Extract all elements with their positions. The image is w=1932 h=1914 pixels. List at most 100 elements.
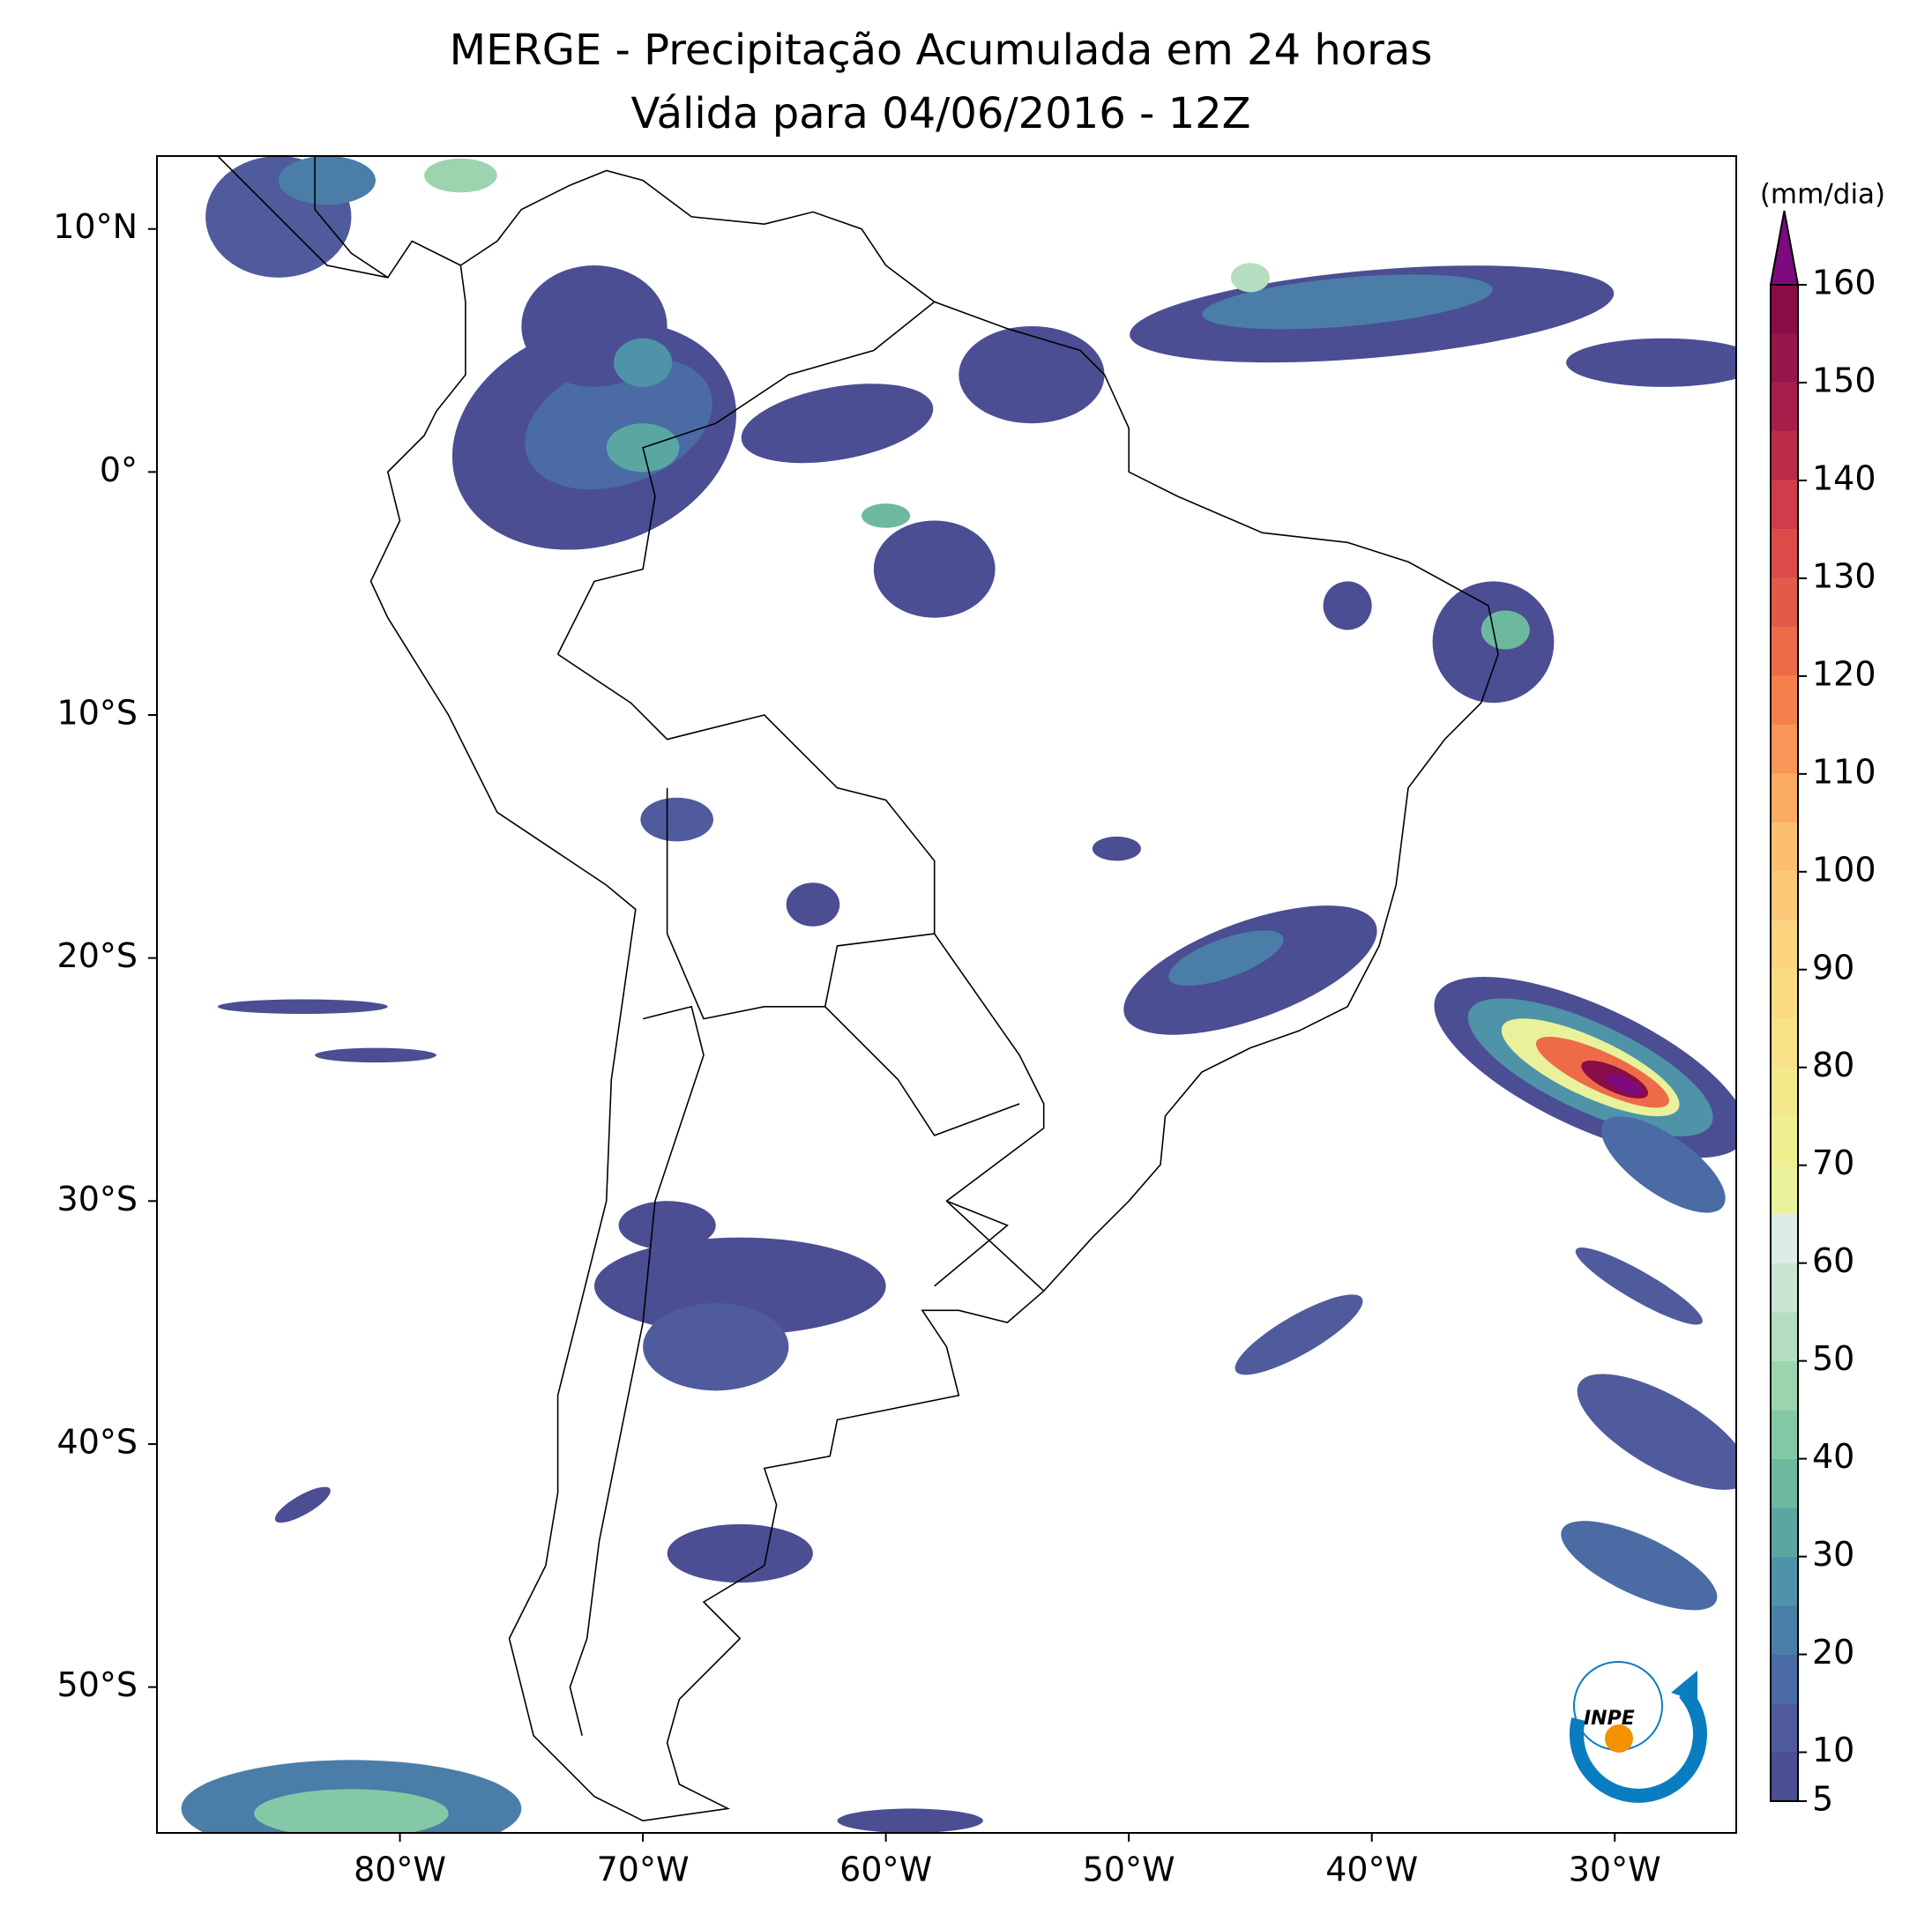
- colorbar-band: [1771, 1410, 1798, 1459]
- colorbar-band: [1771, 725, 1798, 774]
- lon-tick-label: 50°W: [1083, 1851, 1175, 1889]
- colorbar-tick-label: 150: [1812, 361, 1876, 399]
- colorbar-band: [1771, 823, 1798, 872]
- colorbar-band: [1771, 529, 1798, 578]
- lon-tick-label: 70°W: [597, 1851, 690, 1889]
- colorbar-band: [1771, 382, 1798, 432]
- colorbar-frame: [1770, 284, 1799, 1802]
- logo-arrow: [1671, 1671, 1697, 1702]
- precip-area: [1202, 274, 1493, 330]
- colorbar-band: [1771, 431, 1798, 480]
- colorbar-band: [1771, 285, 1798, 334]
- map-title: MERGE - Precipitação Acumulada em 24 hor…: [450, 26, 1433, 75]
- logo-text: INPE: [1584, 1708, 1635, 1730]
- precip-area: [1566, 338, 1736, 387]
- map-subtitle: Válida para 04/06/2016 - 12Z: [630, 89, 1250, 138]
- coastline: [824, 1006, 1020, 1136]
- precip-area: [254, 1789, 449, 1833]
- coastline: [556, 301, 936, 655]
- lat-tick-label: 50°S: [57, 1665, 138, 1704]
- precip-area: [315, 1047, 436, 1063]
- coastline: [314, 156, 461, 279]
- colorbar-band: [1771, 333, 1798, 383]
- precip-area: [873, 520, 996, 618]
- coastline: [557, 653, 1045, 1292]
- colorbar-band: [1771, 1752, 1798, 1801]
- precip-area: [837, 1808, 983, 1833]
- colorbar-band: [1771, 1018, 1798, 1068]
- precip-area: [1235, 1294, 1363, 1375]
- lat-tick-label: 20°S: [57, 936, 138, 975]
- inpe-logo: INPE: [1570, 1661, 1707, 1803]
- precip-area: [1481, 610, 1530, 650]
- precip-area: [614, 338, 673, 387]
- colorbar-tick-label: 140: [1812, 458, 1876, 497]
- colorbar-tick-label: 120: [1812, 654, 1876, 693]
- colorbar-tick-label: 40: [1812, 1437, 1854, 1476]
- lon-tick-label: 30°W: [1569, 1851, 1661, 1889]
- colorbar-tick-label: 70: [1812, 1143, 1854, 1182]
- colorbar-band: [1771, 1508, 1798, 1557]
- logo-arc: [1570, 1687, 1707, 1803]
- colorbar-band: [1771, 920, 1798, 970]
- colorbar-tick-label: 50: [1812, 1339, 1854, 1378]
- precip-area: [1230, 263, 1270, 293]
- colorbar-band: [1771, 577, 1798, 628]
- precip-area: [593, 1237, 886, 1335]
- colorbar-band: [1771, 1214, 1798, 1263]
- lat-tick-label: 0°: [100, 451, 138, 489]
- precip-area: [640, 797, 713, 842]
- precip-area: [786, 883, 840, 927]
- precip-area: [1601, 1116, 1726, 1213]
- colorbar-band: [1771, 675, 1798, 726]
- lat-tick-label: 10°S: [57, 694, 138, 733]
- colorbar-band: [1771, 773, 1798, 823]
- coastline: [216, 156, 388, 279]
- precip-area: [278, 156, 376, 205]
- precip-core: [1606, 1074, 1643, 1095]
- colorbar-tick-label: 130: [1812, 556, 1876, 595]
- colorbar-band: [1771, 1703, 1798, 1753]
- colorbar-band: [1771, 627, 1798, 676]
- colorbar-tick-label: 20: [1812, 1633, 1854, 1672]
- precip-area: [424, 158, 497, 193]
- precip-area: [959, 325, 1105, 424]
- precip-area: [862, 503, 911, 528]
- precip-area: [1168, 930, 1284, 987]
- lat-tick-label: 30°S: [57, 1180, 138, 1218]
- lon-tick-label: 40°W: [1325, 1851, 1418, 1889]
- map-frame: [156, 155, 1737, 1834]
- colorbar-label: (mm/dia): [1760, 179, 1885, 211]
- precip-area: [1561, 1521, 1718, 1611]
- colorbar-tick-label: 10: [1812, 1731, 1854, 1769]
- lat-tick-label: 40°S: [57, 1422, 138, 1461]
- colorbar-band: [1771, 480, 1798, 530]
- colorbar-band: [1771, 1067, 1798, 1117]
- lat-tick-label: 10°N: [53, 207, 138, 246]
- colorbar-band: [1771, 1458, 1798, 1508]
- colorbar-tick-label: 110: [1812, 752, 1876, 791]
- precip-area: [618, 1201, 716, 1250]
- colorbar-band: [1771, 1360, 1798, 1411]
- precip-area: [1092, 836, 1141, 861]
- precip-area: [1123, 905, 1377, 1035]
- colorbar-band: [1771, 1312, 1798, 1361]
- logo-sun: [1605, 1724, 1633, 1753]
- colorbar-tick-label: 100: [1812, 850, 1876, 889]
- coastline: [369, 169, 1499, 1822]
- colorbar-band: [1771, 1262, 1798, 1313]
- precip-area: [741, 384, 934, 464]
- precip-area: [643, 1303, 789, 1391]
- coastline: [569, 1005, 705, 1736]
- colorbar-band: [1771, 1165, 1798, 1215]
- precip-area: [667, 1523, 813, 1583]
- map-area: [181, 156, 1736, 1833]
- colorbar-band: [1771, 1654, 1798, 1704]
- precip-area: [1577, 1374, 1736, 1490]
- colorbar-band: [1771, 1556, 1798, 1606]
- precip-area: [1323, 581, 1372, 630]
- colorbar-band: [1771, 1605, 1798, 1655]
- colorbar-tick-label: 5: [1812, 1780, 1833, 1819]
